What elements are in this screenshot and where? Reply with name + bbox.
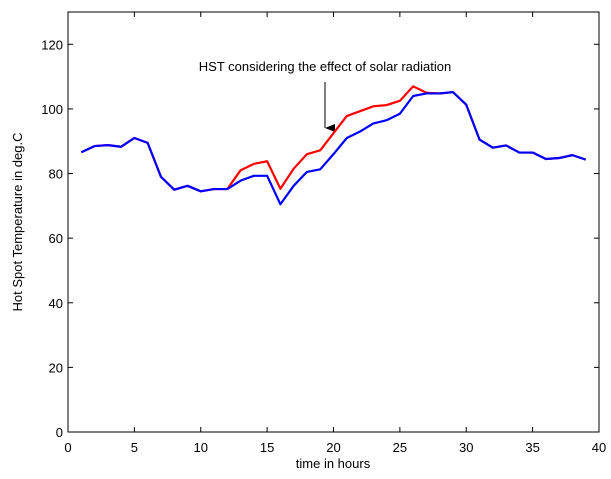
annotation: HST considering the effect of solar radi… — [199, 59, 451, 74]
x-tick-label: 40 — [592, 440, 606, 455]
x-tick-label: 25 — [393, 440, 407, 455]
y-tick-label: 40 — [49, 296, 63, 311]
x-tick-label: 10 — [194, 440, 208, 455]
x-tick-label: 35 — [525, 440, 539, 455]
plot-frame — [67, 11, 600, 433]
x-tick-label: 15 — [260, 440, 274, 455]
x-tick-label: 30 — [459, 440, 473, 455]
y-tick-label: 60 — [49, 231, 63, 246]
x-tick-label: 0 — [64, 440, 71, 455]
y-tick-label: 100 — [41, 102, 63, 117]
x-axis-label: time in hours — [296, 456, 371, 471]
y-tick-label: 120 — [41, 37, 63, 52]
y-axis-label: Hot Spot Temperature in deg.C — [10, 133, 25, 312]
y-tick-label: 20 — [49, 360, 63, 375]
y-tick-label: 0 — [56, 425, 63, 440]
x-tick-label: 5 — [131, 440, 138, 455]
y-tick-label: 80 — [49, 167, 63, 182]
x-tick-label: 20 — [326, 440, 340, 455]
series-line — [80, 91, 587, 206]
